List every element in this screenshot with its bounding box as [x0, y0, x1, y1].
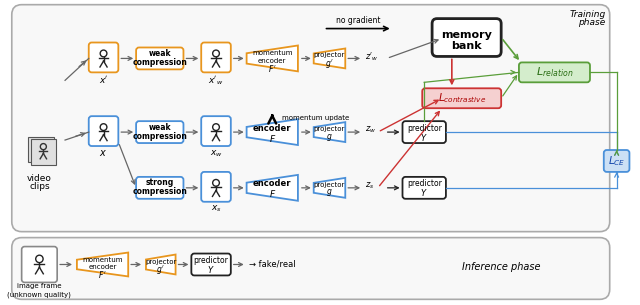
Text: no gradient: no gradient	[336, 16, 380, 25]
Text: $z_w$: $z_w$	[365, 125, 376, 135]
Polygon shape	[246, 45, 298, 71]
FancyBboxPatch shape	[136, 121, 184, 143]
FancyBboxPatch shape	[403, 177, 446, 199]
FancyBboxPatch shape	[89, 116, 118, 146]
Text: $x_w$: $x_w$	[210, 148, 223, 159]
Text: encoder: encoder	[258, 59, 287, 64]
Text: phase: phase	[579, 18, 605, 27]
Text: $L_{relation}$: $L_{relation}$	[536, 66, 573, 79]
FancyBboxPatch shape	[26, 134, 51, 160]
Polygon shape	[314, 48, 345, 68]
Text: $z'_w$: $z'_w$	[365, 50, 379, 63]
Text: predictor: predictor	[407, 179, 442, 188]
Text: $x_s$: $x_s$	[211, 204, 221, 214]
Polygon shape	[314, 122, 345, 142]
Text: $g$: $g$	[326, 187, 333, 198]
Text: memory: memory	[441, 30, 492, 40]
FancyBboxPatch shape	[136, 48, 184, 69]
FancyBboxPatch shape	[604, 150, 629, 172]
FancyBboxPatch shape	[201, 116, 231, 146]
FancyBboxPatch shape	[28, 137, 54, 163]
Text: $g'$: $g'$	[156, 263, 165, 276]
Text: $x'$: $x'$	[99, 74, 108, 85]
Polygon shape	[314, 178, 345, 198]
Text: encoder: encoder	[253, 179, 291, 188]
Text: $F'$: $F'$	[268, 63, 276, 74]
Text: $Y$: $Y$	[207, 264, 215, 275]
Text: $F$: $F$	[269, 133, 276, 144]
Text: momentum: momentum	[83, 257, 123, 263]
Text: predictor: predictor	[194, 256, 228, 265]
Polygon shape	[246, 119, 298, 145]
Text: projector: projector	[145, 259, 177, 264]
FancyBboxPatch shape	[12, 5, 610, 231]
Text: momentum update: momentum update	[282, 115, 349, 121]
Text: projector: projector	[314, 182, 345, 188]
Text: bank: bank	[451, 41, 482, 52]
FancyBboxPatch shape	[31, 139, 56, 165]
Text: weak: weak	[148, 49, 171, 58]
FancyBboxPatch shape	[191, 253, 231, 275]
Text: strong: strong	[146, 178, 174, 187]
Text: compression: compression	[132, 187, 188, 196]
FancyBboxPatch shape	[12, 238, 610, 299]
Text: encoder: encoder	[88, 264, 116, 271]
Text: $L_{contrastive}$: $L_{contrastive}$	[438, 92, 486, 105]
Text: image frame: image frame	[17, 283, 61, 289]
FancyBboxPatch shape	[422, 88, 501, 108]
FancyBboxPatch shape	[136, 177, 184, 199]
Text: (unknown quality): (unknown quality)	[8, 291, 71, 298]
Text: $Y$: $Y$	[420, 187, 428, 198]
Text: compression: compression	[132, 131, 188, 141]
Text: momentum: momentum	[252, 50, 292, 56]
Text: predictor: predictor	[407, 124, 442, 133]
Text: $Y$: $Y$	[420, 131, 428, 142]
Text: $g$: $g$	[326, 131, 333, 142]
Text: Inference phase: Inference phase	[462, 263, 540, 272]
Text: $x'_w$: $x'_w$	[209, 74, 223, 87]
FancyBboxPatch shape	[519, 63, 590, 82]
FancyBboxPatch shape	[201, 42, 231, 72]
Text: video: video	[27, 174, 52, 183]
Text: clips: clips	[29, 182, 50, 191]
Text: $F'$: $F'$	[99, 269, 107, 280]
Polygon shape	[146, 255, 175, 274]
Text: $g'$: $g'$	[325, 57, 334, 70]
Polygon shape	[246, 175, 298, 201]
Text: compression: compression	[132, 58, 188, 67]
Text: Training: Training	[570, 10, 605, 19]
Text: projector: projector	[314, 52, 345, 59]
Text: encoder: encoder	[253, 124, 291, 133]
Text: $F$: $F$	[269, 188, 276, 199]
Text: weak: weak	[148, 123, 171, 132]
Text: $z_s$: $z_s$	[365, 181, 374, 191]
Text: → fake/real: → fake/real	[248, 260, 295, 269]
Text: $x$: $x$	[99, 148, 108, 158]
FancyBboxPatch shape	[89, 42, 118, 72]
Text: $L_{CE}$: $L_{CE}$	[608, 154, 625, 168]
FancyBboxPatch shape	[201, 172, 231, 202]
Polygon shape	[77, 253, 128, 276]
Text: projector: projector	[314, 126, 345, 132]
FancyBboxPatch shape	[432, 19, 501, 56]
FancyBboxPatch shape	[22, 246, 57, 282]
FancyBboxPatch shape	[403, 121, 446, 143]
